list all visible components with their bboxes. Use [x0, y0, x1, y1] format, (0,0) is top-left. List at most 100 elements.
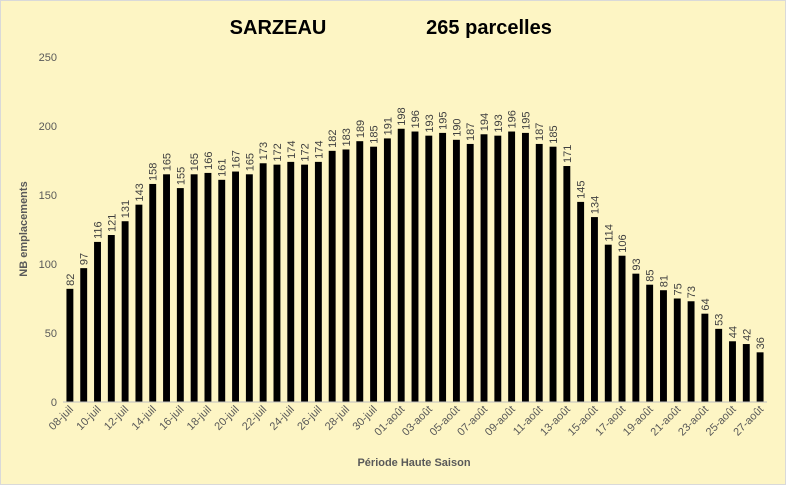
bar: [232, 171, 239, 402]
data-label: 196: [410, 110, 422, 128]
data-label: 131: [120, 200, 132, 218]
data-label: 174: [313, 141, 325, 159]
bar: [397, 128, 405, 402]
data-label: 165: [244, 153, 256, 171]
y-tick-label: 150: [39, 190, 57, 202]
bar: [342, 149, 350, 402]
data-label: 85: [645, 269, 657, 281]
bar: [301, 164, 309, 402]
bar: [577, 201, 585, 402]
bar: [218, 179, 226, 402]
bar: [135, 204, 143, 402]
y-tick-label: 100: [39, 259, 57, 271]
data-label: 44: [727, 326, 739, 338]
x-tick-label: 12-juil: [102, 404, 131, 433]
bar: [287, 161, 295, 402]
data-label: 42: [741, 329, 753, 341]
data-label: 190: [451, 118, 463, 136]
bar: [149, 183, 157, 402]
bar: [646, 284, 654, 402]
data-label: 195: [438, 112, 450, 130]
bar: [715, 328, 723, 402]
bar: [94, 241, 101, 402]
bar: [80, 268, 88, 402]
bar: [370, 146, 378, 402]
bar: [535, 143, 543, 402]
data-label: 187: [534, 123, 546, 141]
bar: [163, 174, 170, 402]
data-label: 193: [493, 114, 505, 132]
bar: [411, 131, 419, 402]
data-label: 172: [272, 143, 284, 161]
bar: [660, 290, 667, 402]
data-label: 73: [686, 286, 698, 298]
data-label: 194: [479, 113, 491, 131]
bar: [508, 131, 516, 402]
bar: [204, 172, 212, 402]
data-label: 174: [286, 141, 298, 159]
bar: [549, 146, 557, 402]
data-label: 182: [327, 129, 339, 147]
data-label: 116: [93, 221, 105, 239]
x-tick-label: 22-juil: [240, 404, 269, 433]
bar: [756, 352, 764, 402]
chart-title: SARZEAU: [230, 17, 327, 39]
data-label: 143: [134, 183, 146, 201]
x-tick-label: 27-août: [731, 404, 766, 439]
bar: [452, 139, 460, 403]
data-label: 196: [507, 110, 519, 128]
data-label: 166: [203, 152, 215, 170]
bar-series: [66, 128, 764, 403]
x-tick-label: 14-juil: [130, 404, 159, 433]
bar: [466, 143, 474, 402]
bar: [190, 174, 198, 402]
y-axis: 0 50 100 150 200 250: [39, 52, 57, 409]
x-tick-label: 18-juil: [185, 404, 214, 433]
data-label: 82: [65, 274, 77, 286]
x-tick-label: 09-août: [483, 404, 518, 439]
bar: [425, 135, 433, 402]
x-tick-label: 26-juil: [295, 404, 324, 433]
bar: [618, 255, 626, 402]
bar: [480, 134, 488, 402]
data-label: 191: [382, 117, 394, 135]
x-tick-label: 10-juil: [74, 404, 103, 433]
bar: [591, 217, 598, 402]
y-tick-label: 50: [45, 328, 57, 340]
bar: [66, 288, 74, 402]
data-label: 173: [258, 142, 270, 160]
data-label: 198: [396, 107, 408, 125]
bar: [273, 164, 281, 402]
data-label: 81: [658, 275, 670, 287]
data-label: 165: [162, 153, 174, 171]
bar: [245, 174, 253, 402]
x-tick-label: 16-juil: [157, 404, 186, 433]
data-label: 185: [369, 125, 381, 143]
bar: [701, 313, 709, 402]
y-axis-title: NB emplacements: [18, 181, 30, 276]
bar: [494, 135, 502, 402]
bar: [563, 166, 571, 402]
x-tick-label: 20-juil: [212, 404, 241, 433]
bar: [673, 298, 681, 402]
data-label: 93: [631, 258, 643, 270]
data-label: 145: [576, 181, 588, 199]
data-label: 165: [189, 153, 201, 171]
data-label: 171: [562, 145, 574, 163]
bar: [176, 188, 184, 402]
bar: [687, 301, 695, 402]
data-label: 106: [617, 234, 629, 252]
data-label: 193: [424, 114, 436, 132]
x-axis: 08-juil10-juil12-juil14-juil16-juil18-ju…: [47, 404, 766, 439]
data-label: 172: [300, 143, 312, 161]
chart-subtitle: 265 parcelles: [426, 17, 552, 39]
data-label: 167: [231, 150, 243, 168]
data-label: 75: [672, 283, 684, 295]
data-label: 97: [79, 253, 91, 265]
data-label: 121: [106, 214, 118, 232]
data-label: 64: [700, 298, 712, 310]
bar: [121, 221, 129, 402]
